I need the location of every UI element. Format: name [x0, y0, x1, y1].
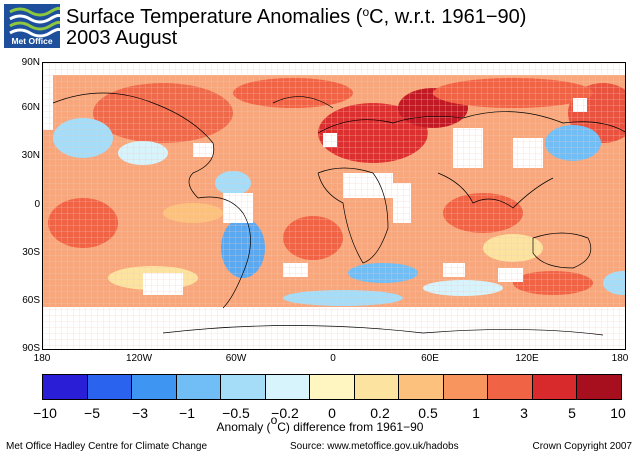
colorbar-label: 1	[472, 405, 480, 421]
lat-tick-0: 0	[34, 199, 40, 210]
colorbar-segment	[265, 375, 311, 399]
title-suffix: C, w.r.t. 1961−90)	[369, 6, 527, 28]
map-title: Surface Temperature Anomalies (oC, w.r.t…	[66, 6, 526, 28]
lat-tick-60n: 60N	[21, 102, 40, 113]
lon-tick-180w: 180	[33, 353, 51, 364]
colorbar-segment	[354, 375, 400, 399]
colorbar-label: −10	[33, 405, 57, 421]
lon-tick-120e: 120E	[515, 353, 539, 364]
colorbar-label: 0.2	[370, 405, 390, 421]
colorbar-segment	[132, 375, 177, 399]
colorbar-title-prefix: Anomaly (	[216, 420, 271, 434]
lon-tick-60w: 60W	[225, 353, 247, 364]
colorbar-segment	[532, 375, 578, 399]
anomaly-field	[43, 63, 625, 349]
colorbar-label: −1	[179, 405, 195, 421]
lat-tick-90n: 90N	[21, 57, 40, 68]
colorbar-segment	[577, 375, 621, 399]
colorbar	[42, 374, 622, 400]
title-degree: o	[362, 5, 370, 19]
colorbar-segment	[443, 375, 489, 399]
colorbar-label: −3	[132, 405, 148, 421]
logo-text: Met Office	[11, 36, 53, 46]
wave-logo-icon	[9, 6, 62, 38]
map-subtitle: 2003 August	[66, 27, 178, 49]
footer-credit: Met Office Hadley Centre for Climate Cha…	[6, 441, 208, 452]
colorbar-segment	[87, 375, 133, 399]
lon-tick-60e: 60E	[421, 353, 439, 364]
colorbar-label: 0	[328, 405, 336, 421]
colorbar-segment	[43, 375, 88, 399]
lon-tick-180e: 180	[611, 353, 629, 364]
colorbar-label: −0.2	[271, 405, 299, 421]
title-prefix: Surface Temperature Anomalies (	[66, 6, 363, 28]
colorbar-label: 3	[520, 405, 528, 421]
colorbar-segment	[488, 375, 533, 399]
lon-tick-120w: 120W	[125, 353, 153, 364]
colorbar-segment	[176, 375, 222, 399]
colorbar-title-suffix: C) difference from 1961−90	[277, 420, 424, 434]
colorbar-label: 10	[610, 405, 626, 421]
footer-copyright: Crown Copyright 2007	[532, 441, 633, 452]
lat-tick-30n: 30N	[21, 150, 40, 161]
coastlines	[52, 92, 625, 336]
lon-tick-0: 0	[330, 353, 336, 364]
colorbar-label: −5	[84, 405, 100, 421]
footer-source: Source: www.metoffice.gov.uk/hadobs	[290, 441, 459, 452]
colorbar-segment	[399, 375, 444, 399]
colorbar-title: Anomaly (oC) difference from 1961−90	[0, 414, 640, 434]
colorbar-label: 5	[568, 405, 576, 421]
colorbar-segment	[221, 375, 266, 399]
lat-tick-30s: 30S	[22, 247, 40, 258]
lat-tick-60s: 60S	[22, 295, 40, 306]
colorbar-label: 0.5	[418, 405, 438, 421]
colorbar-label: −0.5	[222, 405, 250, 421]
met-office-logo: Met Office	[4, 4, 62, 48]
colorbar-segment	[310, 375, 355, 399]
lat-tick-90s: 90S	[22, 343, 40, 354]
anomaly-map	[42, 62, 626, 350]
colorbar-title-degree: o	[270, 413, 278, 427]
